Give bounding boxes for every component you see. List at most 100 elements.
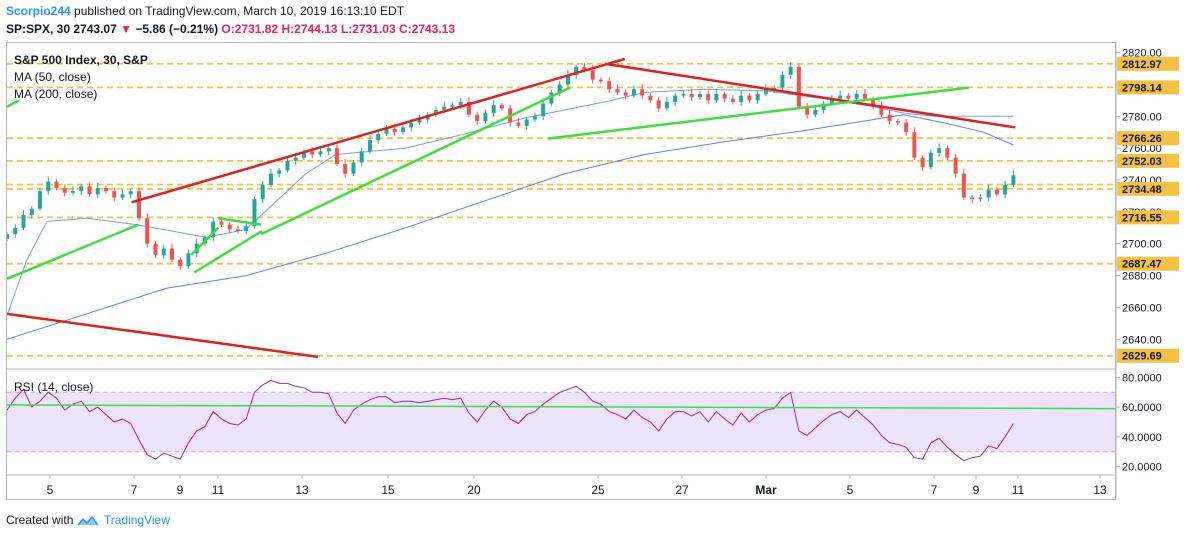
candle xyxy=(219,221,224,225)
green-trendline xyxy=(7,99,20,108)
candle xyxy=(318,151,323,155)
candle xyxy=(62,187,67,193)
level-tag-label: 2798.14 xyxy=(1122,82,1163,94)
rsi-tick-label: 20.0000 xyxy=(1122,462,1162,474)
price-tick-label: 2700.00 xyxy=(1122,239,1162,251)
candle xyxy=(681,93,686,96)
time-tick-label: 5 xyxy=(847,483,854,497)
publish-info: published on TradingView.com, March 10, … xyxy=(74,4,405,18)
candle xyxy=(128,191,133,195)
candle xyxy=(46,181,51,192)
candle xyxy=(136,191,141,219)
low-value: 2731.03 xyxy=(352,22,396,36)
candle xyxy=(961,173,966,198)
level-tag-label: 2629.69 xyxy=(1122,351,1162,363)
time-tick-label: 20 xyxy=(467,483,481,497)
author-name[interactable]: Scorpio244 xyxy=(6,4,71,18)
time-tick-label: 9 xyxy=(973,483,980,497)
level-tag xyxy=(1117,256,1179,271)
candle xyxy=(145,218,150,244)
red-trendline xyxy=(7,312,319,359)
price-tick-label: 2660.00 xyxy=(1122,302,1162,314)
green-trendline xyxy=(218,217,262,226)
time-tick-label: 11 xyxy=(1012,483,1025,497)
candle xyxy=(689,93,694,98)
level-tag xyxy=(1117,131,1179,146)
candle xyxy=(763,89,768,94)
time-tick-label: 13 xyxy=(295,483,309,497)
rsi-tick-label: 60.0000 xyxy=(1122,402,1162,414)
candle xyxy=(541,103,546,117)
candle xyxy=(854,93,859,99)
candle xyxy=(821,103,826,110)
candle xyxy=(169,248,174,260)
candle xyxy=(549,92,554,104)
high-value: 2744.13 xyxy=(294,22,338,36)
candle xyxy=(120,194,125,198)
price-tick-label: 2680.00 xyxy=(1122,271,1162,283)
candle xyxy=(623,92,628,96)
candle xyxy=(739,95,744,102)
candle xyxy=(186,253,191,267)
candle xyxy=(21,215,26,228)
candle xyxy=(359,151,364,163)
legend-ma50: MA (50, close) xyxy=(14,70,91,84)
candle xyxy=(829,98,834,104)
candle xyxy=(277,170,282,174)
candle xyxy=(648,95,653,101)
green-trendline xyxy=(193,229,263,274)
candle xyxy=(994,189,999,195)
footer-brand[interactable]: TradingView xyxy=(103,513,170,527)
green-trendline xyxy=(547,86,969,140)
rsi-green-trendline xyxy=(7,404,1115,410)
candle xyxy=(532,116,537,120)
candle xyxy=(153,243,158,255)
green-trendline xyxy=(260,86,571,236)
candle xyxy=(978,197,983,200)
last-price: 2743.07 xyxy=(73,22,117,36)
candle xyxy=(937,148,942,153)
candle xyxy=(714,93,719,101)
candle xyxy=(524,119,529,126)
level-tag xyxy=(1117,181,1179,196)
candle xyxy=(87,186,92,195)
candle xyxy=(384,129,389,134)
rsi-band xyxy=(7,392,1115,452)
level-tag-label: 2716.55 xyxy=(1122,212,1162,224)
rsi-line xyxy=(7,379,1014,462)
candle xyxy=(392,129,397,133)
candle xyxy=(483,113,488,122)
quote-header: SP:SPX, 30 2743.07 ▼ −5.86 (−0.21%) O:27… xyxy=(6,22,455,36)
candle xyxy=(285,160,290,171)
candle xyxy=(29,208,34,216)
candle xyxy=(409,122,414,128)
price-tick-label: 2820.00 xyxy=(1122,48,1162,60)
candle xyxy=(598,79,603,82)
candle xyxy=(301,151,306,158)
time-tick-label: 7 xyxy=(131,483,138,497)
green-trendline xyxy=(7,223,140,280)
candle xyxy=(565,74,570,85)
candle xyxy=(417,119,422,123)
time-tick-label: 5 xyxy=(47,483,54,497)
time-tick-label: Mar xyxy=(755,483,777,497)
ma200-line xyxy=(7,114,1014,340)
candle xyxy=(945,148,950,158)
down-arrow-icon: ▼ xyxy=(120,22,132,36)
level-tag xyxy=(1117,210,1179,225)
legend-title: S&P 500 Index, 30, S&P xyxy=(14,53,148,67)
red-trendline xyxy=(131,57,626,204)
level-tag xyxy=(1117,80,1179,95)
candle xyxy=(706,93,711,101)
candle xyxy=(161,248,166,255)
high-label: H: xyxy=(281,22,295,36)
candle xyxy=(326,148,331,152)
candle xyxy=(796,66,801,107)
candle xyxy=(516,122,521,126)
footer-created: Created with xyxy=(6,513,74,527)
open-value: 2731.82 xyxy=(234,22,279,36)
candle xyxy=(673,95,678,102)
candle xyxy=(79,186,84,192)
candle xyxy=(103,187,108,192)
